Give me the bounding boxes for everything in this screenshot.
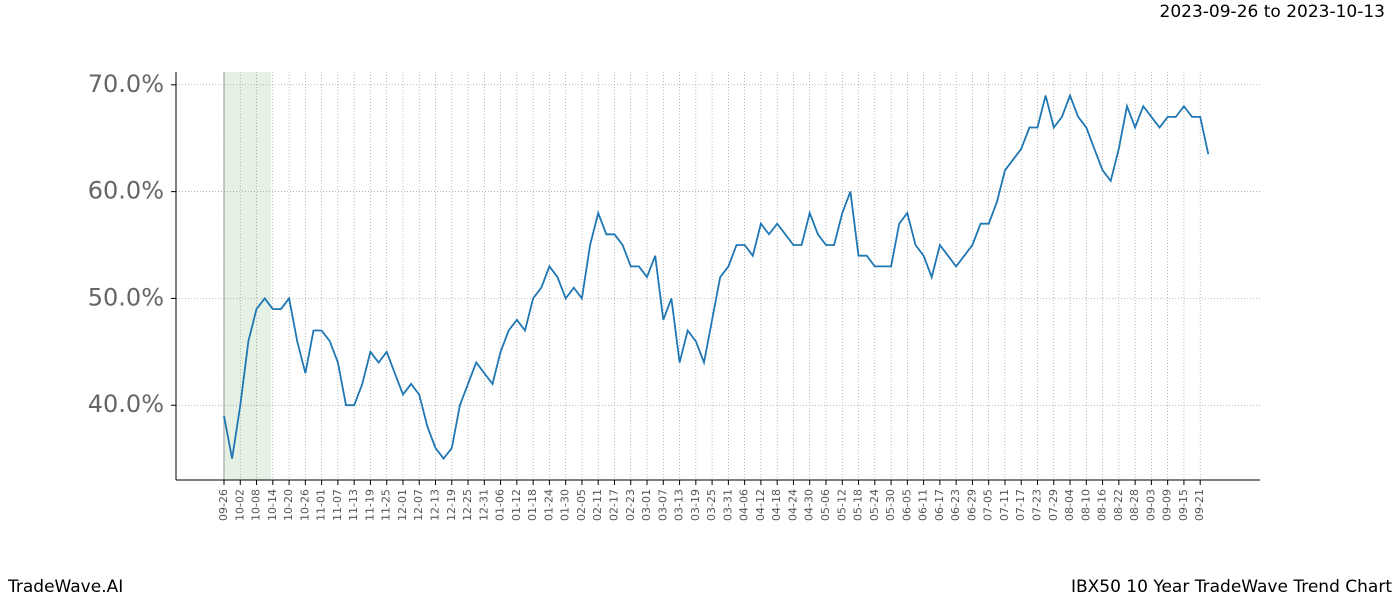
x-tick-label: 11-25	[380, 489, 393, 521]
chart-title: 2023-09-26 to 2023-10-13	[1160, 2, 1385, 22]
x-tick-label: 08-28	[1128, 489, 1141, 521]
x-tick-label: 04-30	[803, 489, 816, 521]
x-tick-label: 06-05	[900, 489, 913, 521]
x-tick-label: 05-30	[884, 489, 897, 521]
x-tick-label: 02-05	[575, 489, 588, 521]
highlight-band	[224, 72, 271, 480]
x-tick-label: 02-11	[591, 489, 604, 521]
x-tick-label: 08-04	[1063, 489, 1076, 521]
x-tick-label: 09-03	[1144, 489, 1157, 521]
x-tick-label: 06-11	[917, 489, 930, 521]
x-tick-label: 10-08	[250, 489, 263, 521]
x-tick-label: 03-19	[689, 489, 702, 521]
footer-left: TradeWave.AI	[7, 577, 123, 597]
x-tick-label: 04-12	[754, 489, 767, 521]
x-tick-label: 07-05	[982, 489, 995, 521]
x-tick-label: 04-18	[770, 489, 783, 521]
x-tick-label: 05-18	[852, 489, 865, 521]
x-tick-label: 11-13	[347, 489, 360, 521]
x-tick-label: 05-24	[868, 489, 881, 521]
trend-line	[223, 92, 1210, 461]
x-tick-label: 05-12	[835, 489, 848, 521]
x-tick-label: 03-01	[640, 489, 653, 521]
x-tick-label: 01-24	[542, 489, 555, 521]
footer-right: IBX50 10 Year TradeWave Trend Chart	[1071, 577, 1392, 597]
x-tick-label: 04-24	[786, 489, 799, 521]
y-tick-label: 50.0%	[88, 283, 164, 311]
grid	[176, 72, 1260, 480]
x-tick-label: 03-13	[673, 489, 686, 521]
x-tick-label: 11-01	[315, 489, 328, 521]
x-tick-label: 05-06	[819, 489, 832, 521]
x-tick-label: 01-12	[510, 489, 523, 521]
x-tick-label: 09-15	[1177, 489, 1190, 521]
x-tick-label: 06-23	[949, 489, 962, 521]
x-tick-label: 01-18	[526, 489, 539, 521]
x-tick-label: 03-07	[656, 489, 669, 521]
x-tick-label: 12-19	[445, 489, 458, 521]
x-tick-label: 01-30	[559, 489, 572, 521]
x-tick-label: 08-10	[1079, 489, 1092, 521]
x-tick-label: 10-14	[266, 489, 279, 521]
x-tick-label: 08-22	[1112, 489, 1125, 521]
x-tick-label: 06-17	[933, 489, 946, 521]
x-tick-label: 03-31	[721, 489, 734, 521]
x-tick-label: 12-07	[412, 489, 425, 521]
x-tick-label: 10-26	[298, 489, 311, 521]
x-tick-label: 07-29	[1047, 489, 1060, 521]
x-tick-label: 10-20	[282, 489, 295, 521]
x-tick-label: 06-29	[965, 489, 978, 521]
x-tick-label: 02-17	[607, 489, 620, 521]
x-tick-label: 12-31	[477, 489, 490, 521]
x-tick-label: 11-07	[331, 489, 344, 521]
x-tick-label: 07-17	[1014, 489, 1027, 521]
y-tick-label: 60.0%	[88, 177, 164, 205]
x-tick-label: 11-19	[363, 489, 376, 521]
x-tick-label: 10-02	[233, 489, 246, 521]
x-tick-label: 12-25	[461, 489, 474, 521]
x-tick-label: 07-11	[998, 489, 1011, 521]
x-tick-label: 03-25	[705, 489, 718, 521]
y-tick-label: 40.0%	[88, 390, 164, 418]
x-tick-label: 09-09	[1161, 489, 1174, 521]
y-tick-label: 70.0%	[88, 70, 164, 98]
x-tick-label: 04-06	[738, 489, 751, 521]
x-tick-label: 01-06	[494, 489, 507, 521]
x-tick-label: 12-13	[429, 489, 442, 521]
x-tick-label: 09-21	[1193, 489, 1206, 521]
x-tick-label: 02-23	[624, 489, 637, 521]
x-tick-label: 08-16	[1096, 489, 1109, 521]
x-tick-label: 09-26	[217, 489, 230, 521]
x-tick-label: 12-01	[396, 489, 409, 521]
x-tick-label: 07-23	[1031, 489, 1044, 521]
